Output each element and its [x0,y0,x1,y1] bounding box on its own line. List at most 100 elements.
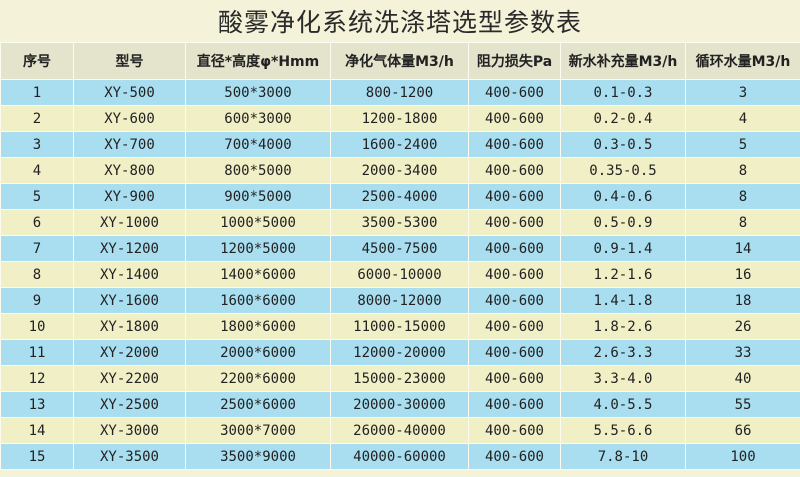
cell-makeup-water: 0.5-0.9 [560,209,686,236]
cell-index: 5 [0,183,74,210]
cell-model: XY-1800 [73,313,186,340]
cell-pressure-loss: 400-600 [468,391,561,418]
cell-makeup-water: 0.35-0.5 [560,157,686,184]
cell-pressure-loss: 400-600 [468,443,561,470]
table-row: 5 XY-900 900*5000 2500-4000 400-600 0.4-0.6 8 [0,183,800,210]
cell-dimensions: 1800*6000 [185,313,331,340]
cell-makeup-water: 0.2-0.4 [560,105,686,132]
cell-circulating-water: 100 [685,443,800,470]
cell-model: XY-900 [73,183,186,210]
cell-makeup-water: 5.5-6.6 [560,417,686,444]
page-title: 酸雾净化系统洗涤塔选型参数表 [217,8,582,37]
table-row: 6 XY-1000 1000*5000 3500-5300 400-600 0.5-0.9… [0,209,800,236]
cell-circulating-water: 18 [685,287,800,314]
cell-pressure-loss: 400-600 [468,313,561,340]
cell-pressure-loss: 400-600 [468,209,561,236]
cell-gas-volume: 15000-23000 [330,365,469,392]
table-row: 11 XY-2000 2000*6000 12000-20000 400-600 2.6-… [0,339,800,366]
table-row: 2 XY-600 600*3000 1200-1800 400-600 0.2-0.4 4 [0,105,800,132]
cell-model: XY-700 [73,131,186,158]
table-row: 10 XY-1800 1800*6000 11000-15000 400-600 1.8-… [0,313,800,340]
cell-dimensions: 1000*5000 [185,209,331,236]
cell-pressure-loss: 400-600 [468,105,561,132]
cell-gas-volume: 8000-12000 [330,287,469,314]
cell-dimensions: 500*3000 [185,79,331,106]
cell-makeup-water: 1.8-2.6 [560,313,686,340]
table-row: 9 XY-1600 1600*6000 8000-12000 400-600 1.4-1.… [0,287,800,314]
cell-index: 7 [0,235,74,262]
cell-dimensions: 3500*9000 [185,443,331,470]
table-row: 14 XY-3000 3000*7000 26000-40000 400-600 5.5-… [0,417,800,444]
cell-circulating-water: 4 [685,105,800,132]
cell-pressure-loss: 400-600 [468,287,561,314]
cell-model: XY-1600 [73,287,186,314]
cell-pressure-loss: 400-600 [468,183,561,210]
cell-pressure-loss: 400-600 [468,339,561,366]
cell-index: 2 [0,105,74,132]
cell-gas-volume: 6000-10000 [330,261,469,288]
cell-index: 13 [0,391,74,418]
cell-dimensions: 2500*6000 [185,391,331,418]
cell-index: 15 [0,443,74,470]
cell-index: 1 [0,79,74,106]
cell-index: 3 [0,131,74,158]
spec-table: 序号 型号 直径*高度φ*Hmm 净化气体量M3/h 阻力损失Pa 新水补充量M3/h 循环… [0,42,800,470]
cell-makeup-water: 1.4-1.8 [560,287,686,314]
cell-model: XY-1000 [73,209,186,236]
cell-model: XY-2500 [73,391,186,418]
cell-dimensions: 2000*6000 [185,339,331,366]
cell-circulating-water: 16 [685,261,800,288]
cell-index: 6 [0,209,74,236]
cell-circulating-water: 40 [685,365,800,392]
cell-pressure-loss: 400-600 [468,235,561,262]
cell-model: XY-3000 [73,417,186,444]
cell-gas-volume: 1200-1800 [330,105,469,132]
cell-index: 4 [0,157,74,184]
cell-gas-volume: 4500-7500 [330,235,469,262]
cell-pressure-loss: 400-600 [468,79,561,106]
table-row: 1 XY-500 500*3000 800-1200 400-600 0.1-0.3 3 [0,79,800,106]
cell-gas-volume: 1600-2400 [330,131,469,158]
column-header-gas-volume: 净化气体量M3/h [330,42,469,80]
cell-dimensions: 800*5000 [185,157,331,184]
table-row: 15 XY-3500 3500*9000 40000-60000 400-600 7.8-… [0,443,800,470]
cell-model: XY-1200 [73,235,186,262]
cell-index: 10 [0,313,74,340]
cell-pressure-loss: 400-600 [468,417,561,444]
table-row: 8 XY-1400 1400*6000 6000-10000 400-600 1.2-1.… [0,261,800,288]
header-row: 序号 型号 直径*高度φ*Hmm 净化气体量M3/h 阻力损失Pa 新水补充量M3/h 循环… [0,42,800,80]
cell-makeup-water: 0.1-0.3 [560,79,686,106]
cell-circulating-water: 14 [685,235,800,262]
cell-pressure-loss: 400-600 [468,131,561,158]
cell-index: 14 [0,417,74,444]
cell-makeup-water: 0.4-0.6 [560,183,686,210]
cell-model: XY-600 [73,105,186,132]
cell-index: 11 [0,339,74,366]
cell-circulating-water: 8 [685,209,800,236]
column-header-makeup-water: 新水补充量M3/h [560,42,686,80]
cell-pressure-loss: 400-600 [468,261,561,288]
table-row: 3 XY-700 700*4000 1600-2400 400-600 0.3-0.5 5 [0,131,800,158]
cell-model: XY-2200 [73,365,186,392]
cell-dimensions: 700*4000 [185,131,331,158]
cell-model: XY-500 [73,79,186,106]
cell-makeup-water: 0.9-1.4 [560,235,686,262]
cell-circulating-water: 8 [685,183,800,210]
cell-model: XY-800 [73,157,186,184]
cell-makeup-water: 3.3-4.0 [560,365,686,392]
cell-gas-volume: 3500-5300 [330,209,469,236]
column-header-dimensions: 直径*高度φ*Hmm [185,42,331,80]
cell-dimensions: 1600*6000 [185,287,331,314]
cell-makeup-water: 7.8-10 [560,443,686,470]
cell-model: XY-2000 [73,339,186,366]
table-row: 7 XY-1200 1200*5000 4500-7500 400-600 0.9-1.4… [0,235,800,262]
cell-circulating-water: 66 [685,417,800,444]
cell-model: XY-1400 [73,261,186,288]
cell-pressure-loss: 400-600 [468,365,561,392]
cell-model: XY-3500 [73,443,186,470]
cell-circulating-water: 8 [685,157,800,184]
cell-makeup-water: 2.6-3.3 [560,339,686,366]
column-header-pressure-loss: 阻力损失Pa [468,42,561,80]
cell-circulating-water: 26 [685,313,800,340]
column-header-index: 序号 [0,42,74,80]
